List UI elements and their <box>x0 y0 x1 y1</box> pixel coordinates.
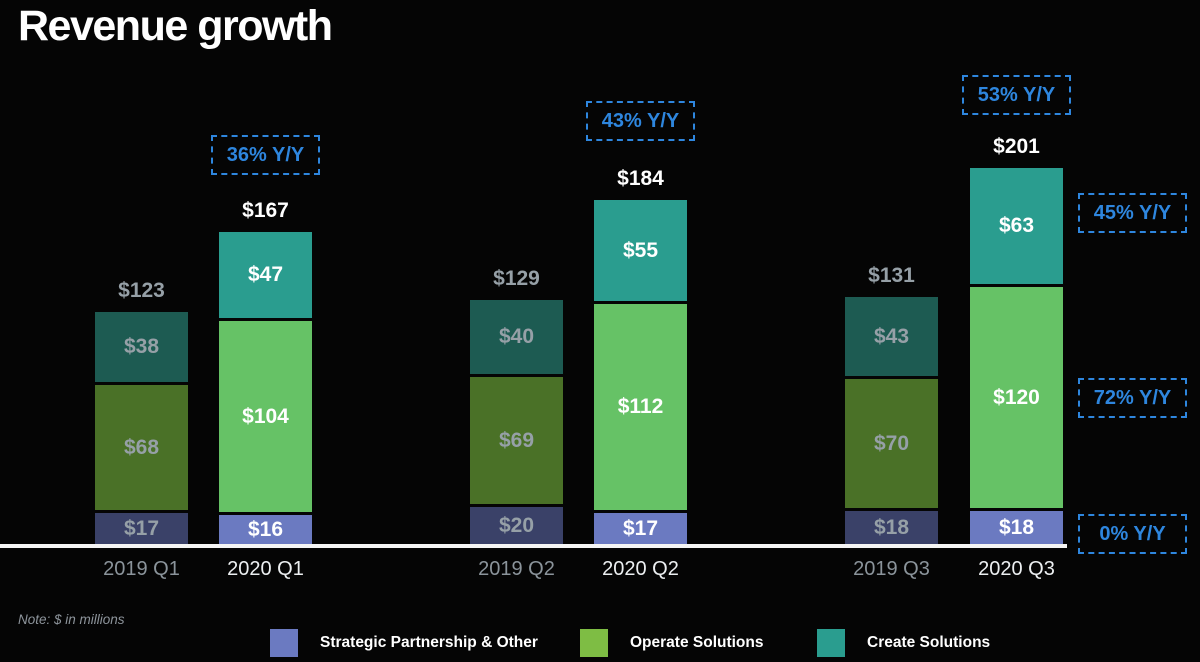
segment-value-label: $43 <box>873 324 910 348</box>
segment-strategic-partnership-&-other: $17 <box>95 513 188 544</box>
segment-strategic-partnership-&-other: $17 <box>594 513 687 544</box>
yoy-callout-top: 36% Y/Y <box>211 135 320 175</box>
segment-operate-solutions: $70 <box>845 379 938 508</box>
segment-value-label: $17 <box>622 516 659 540</box>
x-axis-label: 2019 Q3 <box>853 558 930 580</box>
segment-value-label: $70 <box>873 431 910 455</box>
segment-create-solutions: $55 <box>594 200 687 301</box>
legend-label: Create Solutions <box>867 634 991 651</box>
segment-value-label: $38 <box>123 335 160 358</box>
segment-value-label: $68 <box>123 435 160 459</box>
bar-2019-q2: $20 $69 $40 <box>470 300 563 544</box>
segment-operate-solutions: $104 <box>219 321 312 512</box>
segment-value-label: $69 <box>498 428 535 452</box>
legend-swatch <box>580 629 608 657</box>
yoy-callout-right: 45% Y/Y <box>1078 193 1187 233</box>
bar-total-label: $201 <box>993 135 1040 158</box>
x-axis-line <box>0 544 1067 548</box>
x-axis-label: 2020 Q3 <box>978 558 1055 580</box>
page-title: Revenue growth <box>18 2 333 50</box>
segment-value-label: $55 <box>622 238 659 262</box>
segment-strategic-partnership-&-other: $18 <box>970 511 1063 544</box>
segment-create-solutions: $47 <box>219 232 312 318</box>
segment-strategic-partnership-&-other: $18 <box>845 511 938 544</box>
segment-value-label: $112 <box>617 395 664 418</box>
bar-total-label: $131 <box>868 264 915 287</box>
legend-item-operate-solutions: Operate Solutions <box>580 628 764 658</box>
legend-swatch <box>270 629 298 657</box>
bar-2019-q3: $18 $70 $43 <box>845 297 938 544</box>
yoy-callout-top: 53% Y/Y <box>962 75 1071 115</box>
segment-value-label: $16 <box>247 517 284 541</box>
segment-value-label: $18 <box>873 515 910 539</box>
x-axis-label: 2019 Q1 <box>103 558 180 580</box>
bar-total-label: $167 <box>242 199 289 222</box>
yoy-callout-top: 43% Y/Y <box>586 101 695 141</box>
segment-value-label: $104 <box>242 404 289 428</box>
legend-label: Strategic Partnership & Other <box>320 634 538 651</box>
segment-value-label: $18 <box>998 515 1035 539</box>
legend-item-strategic-partnership-&-other: Strategic Partnership & Other <box>270 628 538 658</box>
segment-create-solutions: $40 <box>470 300 563 374</box>
legend-label: Operate Solutions <box>630 634 764 651</box>
segment-create-solutions: $38 <box>95 312 188 382</box>
bar-2019-q1: $17 $68 $38 <box>95 312 188 544</box>
segment-value-label: $20 <box>498 513 535 537</box>
legend-item-create-solutions: Create Solutions <box>817 628 990 658</box>
legend-swatch <box>817 629 845 657</box>
x-axis-label: 2019 Q2 <box>478 558 555 580</box>
segment-value-label: $47 <box>247 263 284 286</box>
segment-strategic-partnership-&-other: $16 <box>219 515 312 544</box>
segment-operate-solutions: $112 <box>594 304 687 510</box>
segment-operate-solutions: $69 <box>470 377 563 504</box>
segment-create-solutions: $63 <box>970 168 1063 284</box>
bar-2020-q1: $16 $104 $47 <box>219 232 312 544</box>
segment-value-label: $120 <box>993 385 1040 409</box>
yoy-callout-right: 72% Y/Y <box>1078 378 1187 418</box>
segment-operate-solutions: $120 <box>970 287 1063 508</box>
bar-total-label: $184 <box>617 167 664 190</box>
segment-strategic-partnership-&-other: $20 <box>470 507 563 544</box>
bar-total-label: $129 <box>493 267 540 290</box>
bar-2020-q3: $18 $120 $63 <box>970 168 1063 544</box>
segment-value-label: $40 <box>498 325 535 348</box>
segment-operate-solutions: $68 <box>95 385 188 510</box>
segment-create-solutions: $43 <box>845 297 938 376</box>
x-axis-label: 2020 Q2 <box>602 558 679 580</box>
bar-total-label: $123 <box>118 279 165 302</box>
footnote: Note: $ in millions <box>18 612 125 627</box>
segment-value-label: $63 <box>998 214 1035 237</box>
segment-value-label: $17 <box>123 516 160 540</box>
yoy-callout-right: 0% Y/Y <box>1078 514 1187 554</box>
bar-2020-q2: $17 $112 $55 <box>594 200 687 544</box>
x-axis-label: 2020 Q1 <box>227 558 304 580</box>
